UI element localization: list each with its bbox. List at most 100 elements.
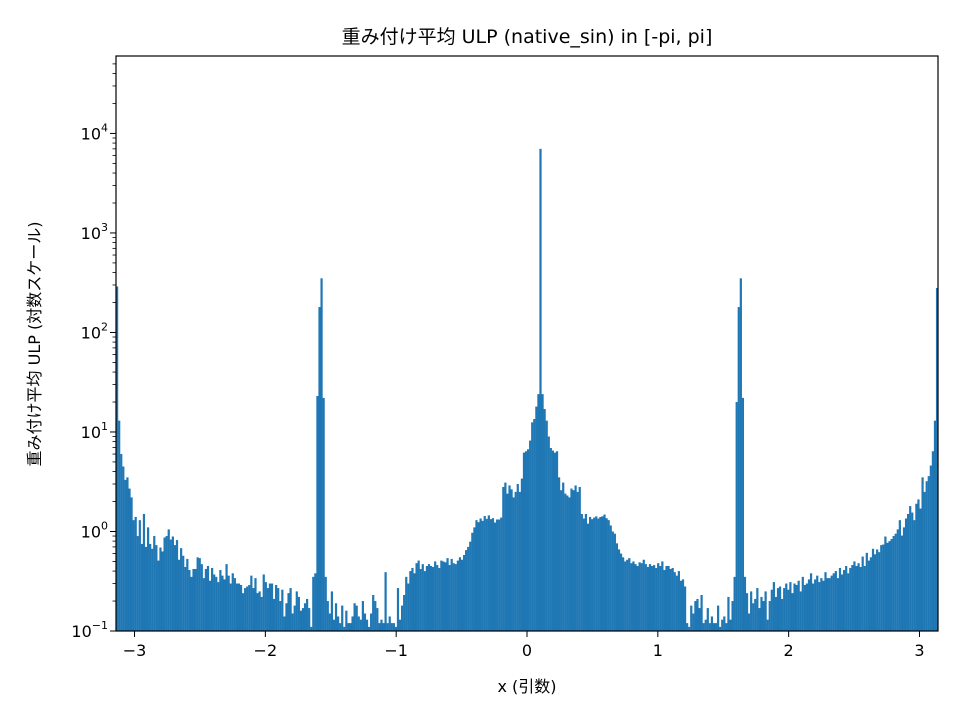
histogram-bar [663,570,666,631]
histogram-bar [322,397,325,631]
x-tick-label: 1 [653,641,663,660]
histogram-bar [611,531,614,631]
histogram-bar [227,575,230,631]
histogram-bar [524,451,528,631]
histogram-bar [698,608,701,631]
histogram-bar [564,493,567,631]
histogram-bar [388,616,391,631]
histogram-bar [576,491,579,631]
histogram-bar [648,564,652,631]
histogram-bar [306,598,309,631]
histogram-bar [911,512,914,631]
histogram-bar [481,520,484,631]
histogram-bar [132,520,135,631]
histogram-bar [865,552,868,631]
histogram-bar [619,553,623,631]
histogram-bar [405,576,408,631]
histogram-bar [268,583,272,631]
histogram-bar [431,566,435,631]
histogram-bar [398,619,402,631]
histogram-bar [136,536,139,631]
histogram-bar [233,578,236,631]
histogram-bar [452,563,455,631]
histogram-bar [840,574,844,631]
y-ticks: 10−1 100 101 102 103 104 [71,121,116,641]
histogram-bar [320,278,323,631]
histogram-bar [217,582,220,631]
histogram-bar [345,610,348,631]
histogram-bar [357,616,360,631]
histogram-bar [735,402,738,631]
histogram-bar [714,623,718,631]
histogram-bar [363,613,367,631]
histogram-bar [671,567,674,631]
histogram-bar [469,541,472,631]
histogram-bar [467,546,470,631]
histogram-bar [809,573,813,631]
histogram-bar [370,613,373,631]
histogram-bar [419,568,422,631]
histogram-bar [756,588,759,631]
histogram-bar [367,626,371,631]
histogram-bar [427,564,431,631]
histogram-bar [151,548,154,631]
histogram-bar [793,583,796,631]
histogram-bar [776,588,780,631]
histogram-bar [442,561,445,631]
histogram-bar [636,566,639,631]
histogram-bar [299,610,303,631]
histogram-bar [706,608,709,631]
histogram-bar [555,451,559,631]
histogram-bar [336,616,340,631]
histogram-bar [923,491,926,631]
histogram-bar [640,563,643,631]
histogram-bar [522,452,526,631]
histogram-bar [584,513,588,631]
histogram-bar [754,598,757,631]
histogram-bar [208,580,212,631]
histogram-bar [535,406,538,631]
histogram-bar [351,616,354,631]
histogram-bar [134,516,137,631]
histogram-bar [657,563,660,631]
histogram-bar [582,518,585,631]
histogram-bar [285,603,288,631]
histogram-bar [650,566,654,631]
histogram-bar [318,307,321,631]
histogram-bar [708,623,711,631]
histogram-bar [882,544,885,631]
histogram-bar [816,575,819,631]
histogram-bar [545,420,548,631]
histogram-bar [163,537,166,631]
histogram-bar [677,571,680,631]
histogram-bar [725,623,728,631]
histogram-bar [669,568,672,631]
histogram-bar [638,562,641,631]
y-tick-label: 104 [81,121,108,143]
histogram-bar [529,440,532,631]
histogram-bar [446,558,449,631]
histogram-bar [622,557,625,631]
histogram-bar [719,626,722,631]
histogram-bar [502,486,505,631]
histogram-bar [836,578,840,631]
histogram-bar [667,566,670,631]
histogram-bar [630,563,633,631]
histogram-bar [747,613,751,631]
histogram-bar [248,584,251,631]
histogram-bar [566,495,569,631]
x-tick-label: −3 [123,641,147,660]
histogram-bar [863,566,866,631]
histogram-bar [772,582,775,631]
histogram-bar [795,584,798,631]
histogram-bar [603,514,606,631]
x-tick-label: 2 [784,641,794,660]
histogram-bar [727,596,730,631]
histogram-bar [341,605,344,631]
histogram-bar [328,613,331,631]
histogram-bar [171,536,174,631]
histogram-bar [896,529,899,631]
histogram-bar [382,623,385,631]
histogram-bar [921,477,924,631]
histogram-bar [213,574,216,631]
